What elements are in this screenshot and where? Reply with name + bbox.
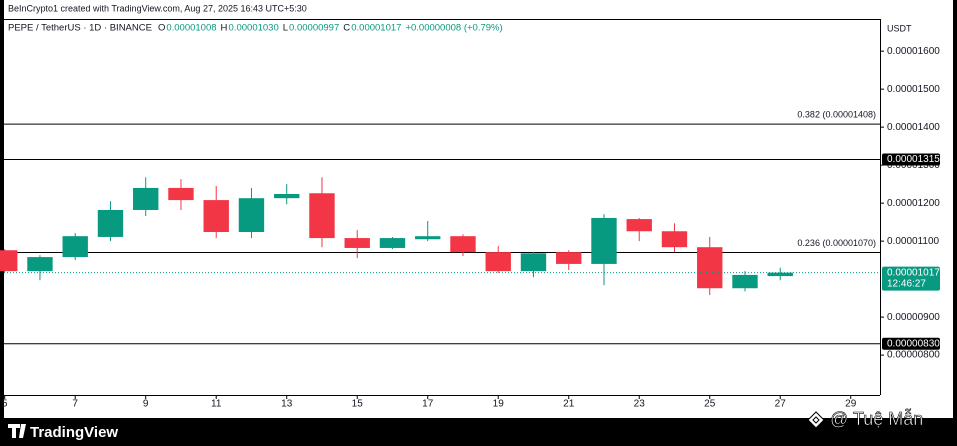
candle-body <box>168 187 194 201</box>
candle-body <box>485 252 511 272</box>
candle-body <box>415 236 441 240</box>
x-tick-label: 15 <box>352 399 364 410</box>
price-label: 0.00001315 <box>887 154 940 165</box>
y-tick-label: 0.00001400 <box>887 122 940 133</box>
x-tick-label: 17 <box>422 399 434 410</box>
x-tick-label: 29 <box>845 399 857 410</box>
candle-body <box>97 209 124 237</box>
logo: TradingView <box>8 424 118 441</box>
x-tick-label: 7 <box>72 399 78 410</box>
candle-body <box>732 274 758 289</box>
currency: USDT <box>887 23 912 33</box>
credit: BeInCrypto1 created with TradingView.com… <box>8 3 307 13</box>
watermark: @ Tuệ Mẫn <box>830 408 923 429</box>
candle-body <box>556 252 582 264</box>
candle-body <box>767 272 793 277</box>
candle-body <box>450 236 476 253</box>
current-price-label: 0.00001017 <box>887 267 940 278</box>
price-label: 0.00000830 <box>887 338 940 349</box>
price-label-box <box>882 153 940 166</box>
y-tick-label: 0.00001200 <box>887 198 940 209</box>
candle-body <box>309 193 335 239</box>
y-tick-label: 0.00001500 <box>887 84 940 95</box>
x-tick-label: 5 <box>2 399 8 410</box>
level-label: 0.236 (0.00001070) <box>797 238 876 248</box>
symbol: PEPE / TetherUS · 1D · BINANCE <box>8 23 152 34</box>
legend-key: H <box>221 23 228 34</box>
y-tick-label: 0.00001100 <box>887 236 940 247</box>
candle-body <box>0 250 18 272</box>
candle-body <box>661 231 688 248</box>
candle-body <box>27 257 53 272</box>
x-tick-label: 19 <box>493 399 505 410</box>
legend-value: 0.00001008 <box>166 23 216 34</box>
candle-body <box>626 219 652 232</box>
countdown: 12:46:27 <box>887 278 926 289</box>
legend-key: C <box>343 23 350 34</box>
candle-body <box>344 238 370 248</box>
legend: PEPE / TetherUS · 1D · BINANCE O 0.000010… <box>8 23 503 34</box>
x-tick-label: 13 <box>281 399 293 410</box>
x-tick-label: 25 <box>704 399 716 410</box>
y-tick-label: 0.00000800 <box>887 350 940 361</box>
chart-background <box>4 0 953 418</box>
brand: TradingView <box>30 424 118 441</box>
candle-body <box>697 247 723 289</box>
x-tick-label: 21 <box>563 399 575 410</box>
x-tick-label: 9 <box>143 399 149 410</box>
candle-body <box>203 200 229 233</box>
candle-body <box>379 238 406 248</box>
legend-key: L <box>283 23 288 34</box>
price-label-box <box>882 337 940 350</box>
current-price-box <box>882 266 940 291</box>
candle-body <box>133 187 159 210</box>
brand-icon <box>8 424 26 438</box>
level-label: 0.382 (0.00001408) <box>797 109 876 119</box>
candle-body <box>520 253 547 272</box>
legend-change: +0.00000008 (+0.79%) <box>405 23 502 34</box>
x-tick-label: 27 <box>775 399 787 410</box>
legend-value: 0.00001017 <box>351 23 401 34</box>
legend-value: 0.00000997 <box>289 23 339 34</box>
y-tick-label: 0.00001600 <box>887 46 940 57</box>
watermark-icon <box>807 411 825 429</box>
candle-body <box>62 236 88 258</box>
x-tick-label: 11 <box>211 399 222 410</box>
y-tick-label: 0.00000900 <box>887 312 940 323</box>
legend-key: O <box>158 23 165 34</box>
candle-body <box>591 217 617 264</box>
x-tick-label: 23 <box>634 399 646 410</box>
legend-value: 0.00001030 <box>229 23 279 34</box>
candle-body <box>238 198 265 233</box>
candle-body <box>274 194 300 199</box>
